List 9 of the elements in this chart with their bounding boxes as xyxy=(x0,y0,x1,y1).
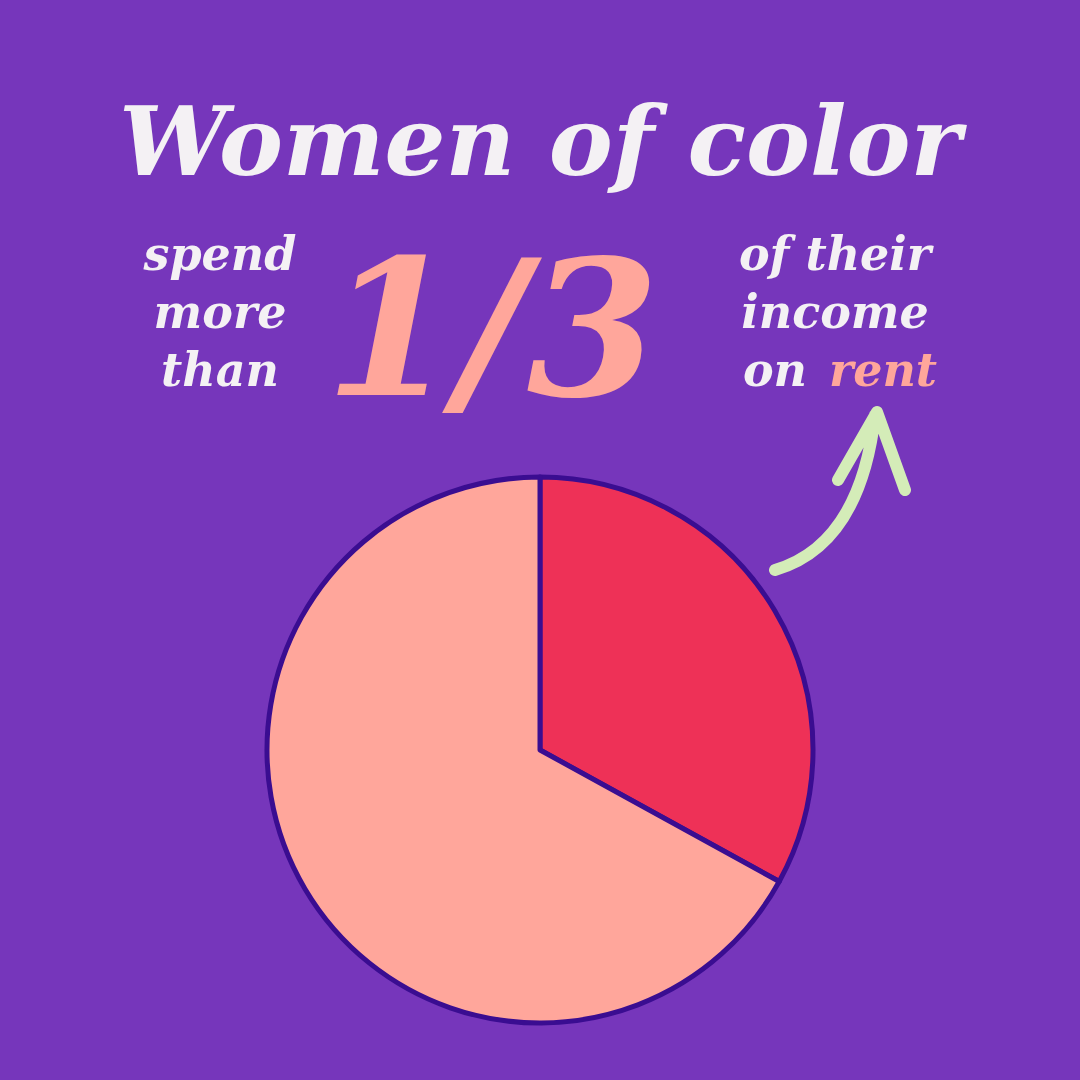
text: rent xyxy=(828,343,938,397)
text: 1/3 xyxy=(325,217,659,440)
chart-title: Women of color xyxy=(118,85,968,198)
text: income xyxy=(741,285,929,339)
text: more xyxy=(153,285,287,339)
text: on xyxy=(742,343,808,397)
text: spend xyxy=(142,227,297,281)
text: than xyxy=(161,343,279,397)
text: of their xyxy=(738,227,935,281)
